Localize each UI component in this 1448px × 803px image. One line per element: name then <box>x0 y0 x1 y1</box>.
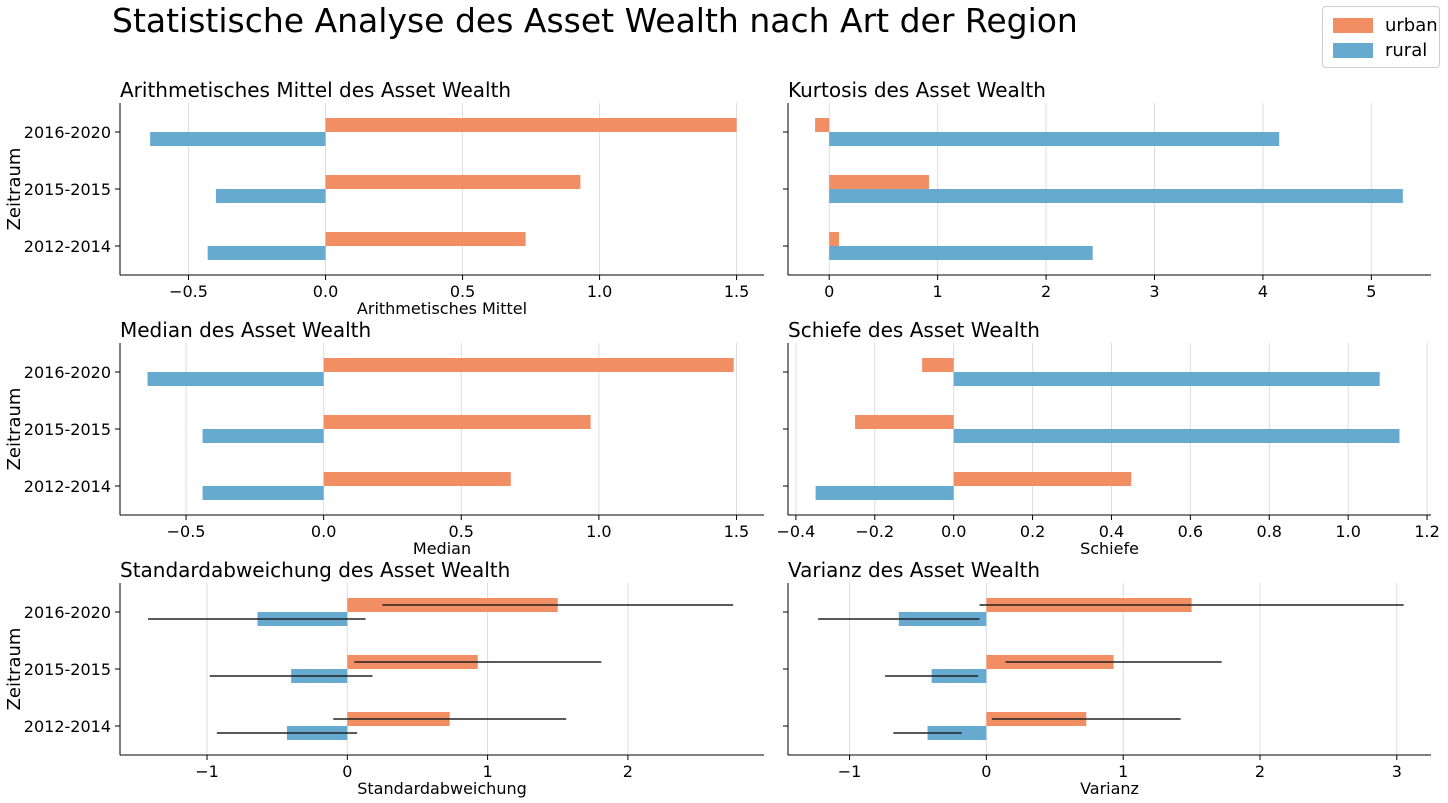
y-axis-label: Zeitraum <box>4 388 25 471</box>
bar-rural-2016-2020 <box>829 132 1280 146</box>
x-tick-label: 3 <box>1149 282 1159 301</box>
x-tick-label: 0.0 <box>311 522 336 541</box>
chart-title: Arithmetisches Mittel des Asset Wealth <box>120 78 511 102</box>
bar-urban-2016-2020 <box>325 118 737 132</box>
bar-rural-2016-2020 <box>953 372 1380 386</box>
x-tick-label: 0.6 <box>1178 522 1203 541</box>
bar-rural-2015-2015 <box>953 429 1400 443</box>
bar-rural-2012-2014 <box>207 246 326 260</box>
bar-rural-2012-2014 <box>815 486 954 500</box>
x-tick-label: −0.5 <box>167 522 206 541</box>
x-tick-label: 5 <box>1366 282 1376 301</box>
bar-rural-2015-2015 <box>202 429 324 443</box>
x-tick-label: −1 <box>838 762 862 781</box>
bar-rural-2016-2020 <box>147 372 324 386</box>
bar-urban-2012-2014 <box>953 472 1132 486</box>
bar-urban-2015-2015 <box>325 175 581 189</box>
chart-title: Varianz des Asset Wealth <box>788 558 1040 582</box>
y-tick-label: 2012-2014 <box>24 237 111 256</box>
bar-rural-2015-2015 <box>829 189 1403 203</box>
x-tick-label: 0.0 <box>313 282 338 301</box>
y-axis-label: Zeitraum <box>4 148 25 231</box>
x-tick-label: 3 <box>1392 762 1402 781</box>
y-axis-label: Zeitraum <box>4 628 25 711</box>
x-tick-label: 0.5 <box>449 522 474 541</box>
x-tick-label: 0 <box>824 282 834 301</box>
x-axis-label: Schiefe <box>1080 539 1139 558</box>
x-tick-label: −0.4 <box>776 522 815 541</box>
chart-title: Median des Asset Wealth <box>120 318 371 342</box>
x-tick-label: 1.0 <box>587 282 612 301</box>
chart-title: Kurtosis des Asset Wealth <box>788 78 1046 102</box>
bar-urban-2012-2014 <box>829 232 839 246</box>
y-tick-label: 2015-2015 <box>24 660 111 679</box>
x-tick-label: 1.5 <box>724 522 749 541</box>
x-tick-label: 1.2 <box>1414 522 1439 541</box>
x-axis-label: Arithmetisches Mittel <box>357 299 527 318</box>
figure-title: Statistische Analyse des Asset Wealth na… <box>112 1 1078 40</box>
bar-urban-2012-2014 <box>325 232 526 246</box>
x-tick-label: 0.2 <box>1020 522 1045 541</box>
x-axis-label: Standardabweichung <box>357 779 527 798</box>
bar-urban-2015-2015 <box>323 415 591 429</box>
x-tick-label: 2 <box>1255 762 1265 781</box>
chart-panel-2: 0 1 2 3 4 5 Kurtosis des Asset Wealth <box>783 78 1431 301</box>
bar-urban-2016-2020 <box>922 358 954 372</box>
x-axis-label: Median <box>413 539 471 558</box>
y-tick-label: 2016-2020 <box>24 603 111 622</box>
chart-panel-3: −0.5 0.0 0.5 1.0 1.5 2012-2014 2015-2015 2016-2… <box>4 318 764 558</box>
legend-swatch-rural <box>1333 42 1373 58</box>
legend-label-rural: rural <box>1385 39 1428 61</box>
bar-urban-2012-2014 <box>323 472 511 486</box>
legend-swatch-urban <box>1333 17 1373 33</box>
x-tick-label: 1.0 <box>586 522 611 541</box>
chart-panel-1: −0.5 0.0 0.5 1.0 1.5 2012-2014 2015-2015 2016-2… <box>4 78 764 318</box>
x-tick-label: 1 <box>1118 762 1128 781</box>
bar-urban-2016-2020 <box>815 118 830 132</box>
bar-urban-2016-2020 <box>323 358 734 372</box>
x-tick-label: 1.0 <box>1335 522 1360 541</box>
chart-title: Standardabweichung des Asset Wealth <box>120 558 510 582</box>
bar-rural-2012-2014 <box>829 246 1093 260</box>
y-tick-label: 2012-2014 <box>24 717 111 736</box>
legend-item-rural: rural <box>1333 39 1427 61</box>
x-tick-label: 1 <box>483 762 493 781</box>
bar-rural-2015-2015 <box>215 189 326 203</box>
legend-label-urban: urban <box>1385 14 1438 36</box>
x-axis-label: Varianz <box>1080 779 1139 798</box>
y-tick-label: 2012-2014 <box>24 477 111 496</box>
x-tick-label: −0.2 <box>855 522 894 541</box>
x-tick-label: 2 <box>623 762 633 781</box>
x-tick-label: 0.0 <box>941 522 966 541</box>
y-tick-label: 2016-2020 <box>24 123 111 142</box>
x-tick-label: −0.5 <box>169 282 208 301</box>
x-tick-label: 0 <box>981 762 991 781</box>
bar-urban-2015-2015 <box>829 175 929 189</box>
legend: urban rural <box>1322 6 1440 68</box>
y-tick-label: 2015-2015 <box>24 180 111 199</box>
x-tick-label: 1 <box>933 282 943 301</box>
x-tick-label: 1.5 <box>724 282 749 301</box>
x-tick-label: 0.8 <box>1257 522 1282 541</box>
bar-urban-2015-2015 <box>855 415 954 429</box>
legend-item-urban: urban <box>1333 14 1438 36</box>
x-tick-label: 0.5 <box>450 282 475 301</box>
chart-panel-4: −0.4 −0.2 0.0 0.2 0.4 0.6 0.8 1.0 1.2 Schiefe des… <box>776 318 1439 558</box>
x-tick-label: 2 <box>1041 282 1051 301</box>
x-tick-label: 4 <box>1258 282 1268 301</box>
y-tick-label: 2016-2020 <box>24 363 111 382</box>
chart-panel-6: −1 0 1 2 3 Varianz des Asset Wealth Varianz <box>783 558 1431 798</box>
x-tick-label: 0.4 <box>1099 522 1124 541</box>
chart-panel-5: −1 0 1 2 2012-2014 2015-2015 2016-2020 Standard… <box>4 558 764 798</box>
x-tick-label: −1 <box>195 762 219 781</box>
chart-title: Schiefe des Asset Wealth <box>788 318 1040 342</box>
x-tick-label: 0 <box>342 762 352 781</box>
bar-rural-2016-2020 <box>150 132 326 146</box>
y-tick-label: 2015-2015 <box>24 420 111 439</box>
bar-rural-2012-2014 <box>202 486 324 500</box>
